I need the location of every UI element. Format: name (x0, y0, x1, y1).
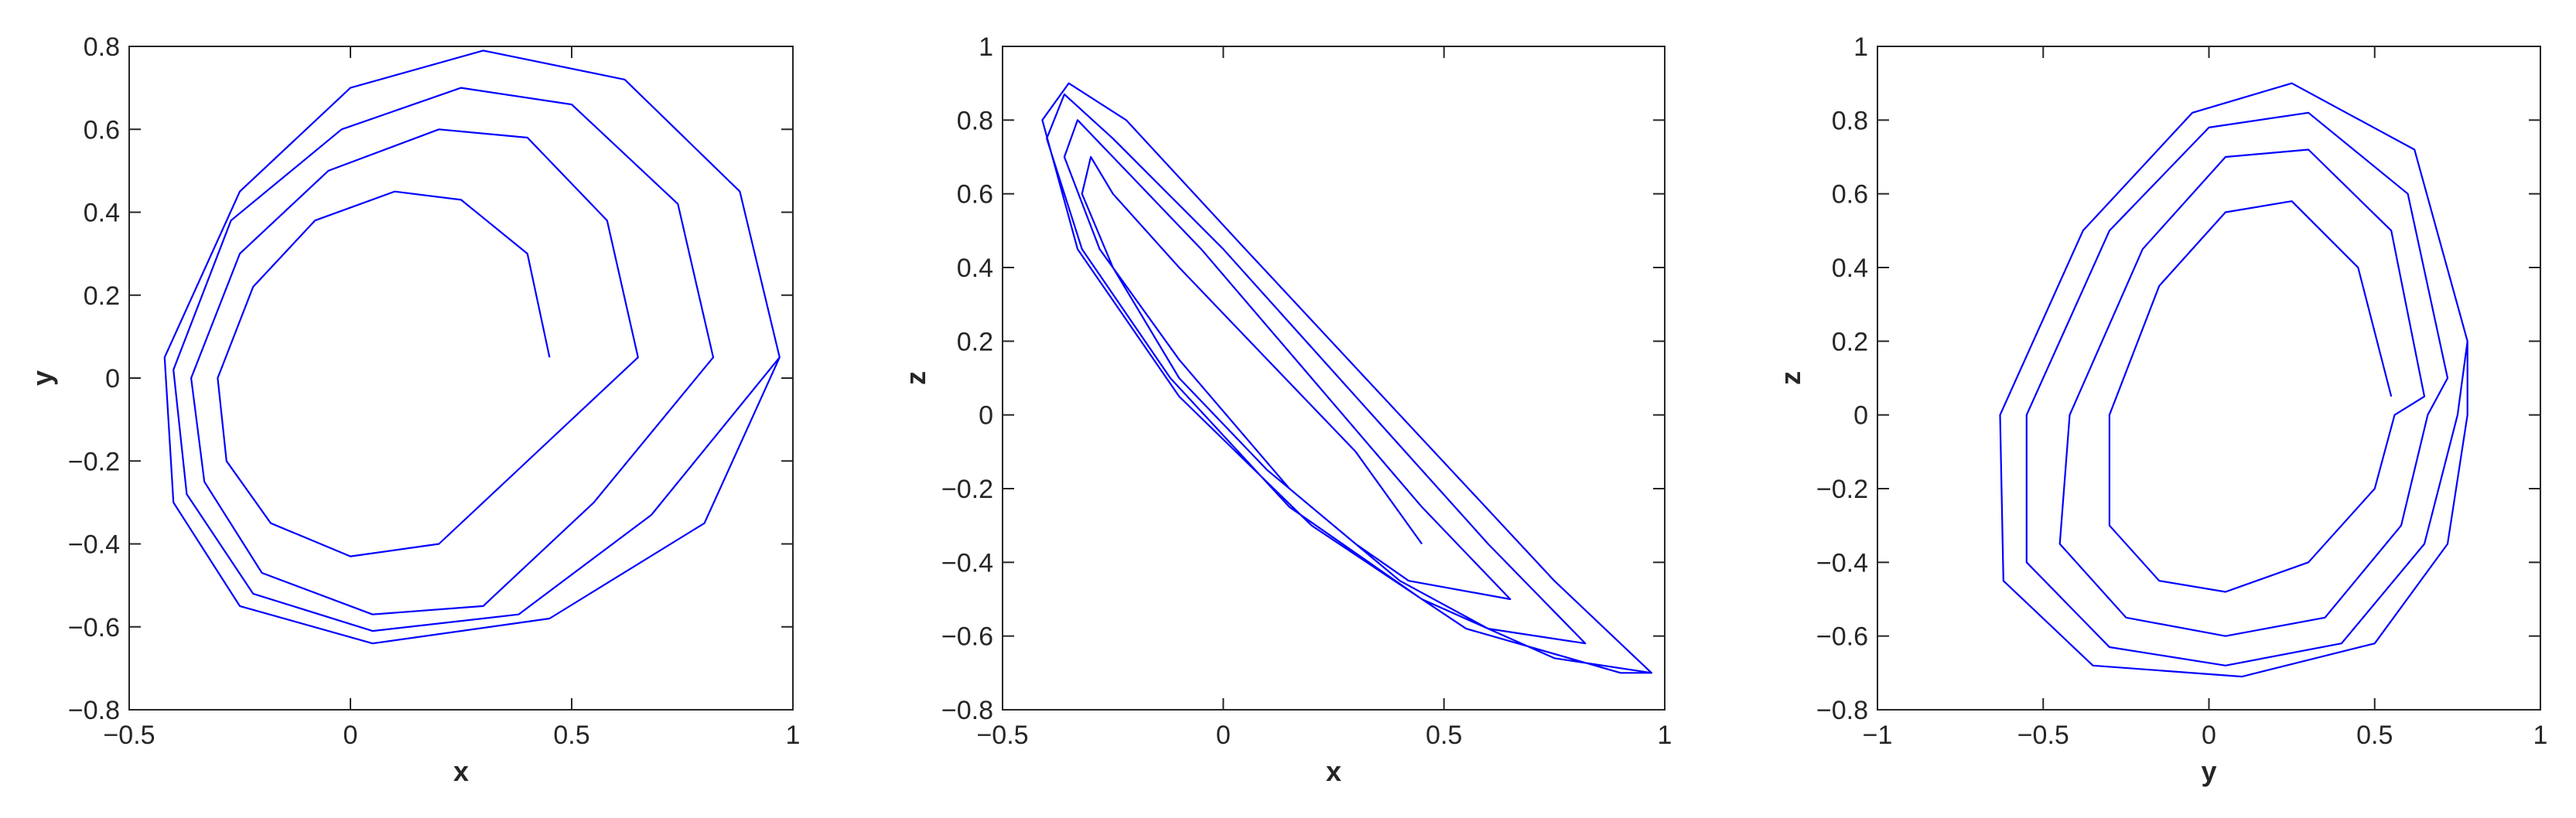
y-tick-label: 1 (1853, 32, 1868, 62)
x-tick-label: −0.5 (976, 721, 1028, 750)
x-tick-label: 0.5 (553, 721, 589, 750)
y-tick-label: 0.6 (957, 180, 993, 210)
y-tick-label: 0.2 (957, 327, 993, 356)
x-tick-label: 0.5 (2356, 721, 2393, 750)
x-tick-label: 1 (786, 721, 801, 750)
trajectory (163, 49, 781, 645)
y-tick-label: −0.8 (68, 696, 120, 725)
y-tick-label: −0.8 (1816, 696, 1868, 725)
x-tick-label: −0.5 (2017, 721, 2069, 750)
y-tick-label: 0 (1853, 401, 1868, 431)
y-tick-label: 0.8 (84, 32, 120, 62)
x-axis-label: x (1326, 755, 1341, 787)
y-tick-label: 0.4 (84, 199, 120, 228)
y-tick-label: −0.8 (941, 696, 993, 725)
axes-box (1002, 46, 1666, 711)
y-tick-label: −0.2 (1816, 475, 1868, 504)
y-axis-label: z (1775, 371, 1806, 385)
y-tick-label: 0.2 (1832, 327, 1868, 356)
x-tick-label: 0 (343, 721, 358, 750)
x-tick-label: −1 (1863, 721, 1893, 750)
y-tick-label: −0.4 (1816, 548, 1868, 578)
y-tick-label: 0.4 (1832, 254, 1868, 283)
y-tick-label: −0.6 (1816, 622, 1868, 652)
y-tick-label: 0.8 (957, 106, 993, 135)
trajectory (1999, 82, 2468, 678)
y-tick-label: 1 (979, 32, 993, 62)
x-tick-label: −0.5 (103, 721, 155, 750)
x-axis-label: y (2201, 755, 2216, 787)
y-tick-label: 0.4 (957, 254, 993, 283)
y-axis-label: y (26, 370, 58, 386)
trajectory (1041, 82, 1652, 674)
y-tick-label: 0.2 (84, 281, 120, 311)
y-tick-label: 0.8 (1832, 106, 1868, 135)
x-tick-label: 0 (2202, 721, 2216, 750)
x-axis-label: x (453, 755, 469, 787)
y-tick-label: 0.6 (1832, 180, 1868, 210)
y-tick-label: −0.6 (68, 613, 120, 642)
x-tick-label: 1 (2533, 721, 2548, 750)
y-tick-label: −0.2 (68, 447, 120, 476)
y-tick-label: −0.4 (941, 548, 993, 578)
y-tick-label: −0.6 (941, 622, 993, 652)
y-tick-label: −0.2 (941, 475, 993, 504)
y-tick-label: 0 (105, 364, 120, 394)
x-tick-label: 1 (1658, 721, 1672, 750)
y-tick-label: 0 (979, 401, 993, 431)
y-tick-label: 0.6 (84, 115, 120, 145)
y-axis-label: z (900, 371, 931, 385)
x-tick-label: 0 (1216, 721, 1231, 750)
axes-box (1877, 46, 2541, 711)
x-tick-label: 0.5 (1426, 721, 1462, 750)
y-tick-label: −0.4 (68, 530, 120, 560)
